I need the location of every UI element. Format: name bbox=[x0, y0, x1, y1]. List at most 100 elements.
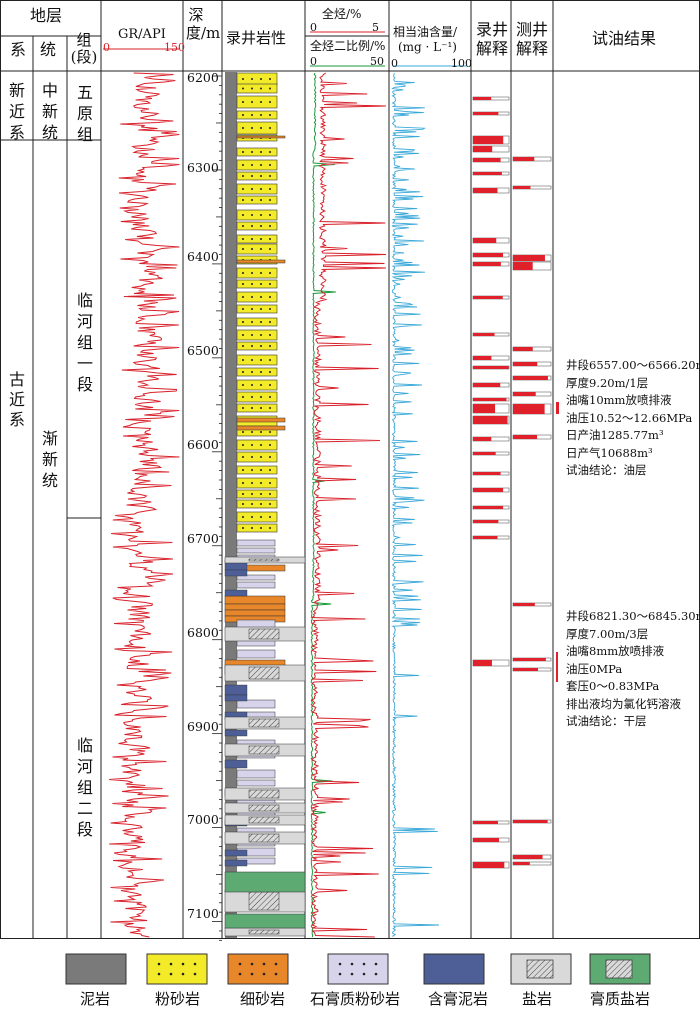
siltstone-dot bbox=[242, 87, 244, 90]
siltstone-dot bbox=[251, 384, 253, 386]
siltstone-bed bbox=[236, 477, 278, 489]
welllog-interval-fill bbox=[513, 262, 533, 270]
siltstone-dot bbox=[242, 321, 244, 323]
welllog-interval-fill bbox=[513, 255, 545, 261]
siltstone-dot bbox=[251, 431, 253, 433]
test-line: 日产气10688m³ bbox=[566, 445, 653, 460]
siltstone-dot bbox=[242, 272, 244, 274]
formation-header: 组(段) bbox=[70, 31, 98, 66]
siltstone-dot bbox=[269, 469, 271, 471]
siltstone-dot bbox=[242, 164, 244, 166]
siltstone-dot bbox=[269, 516, 271, 518]
gypsum-mudstone-bed bbox=[224, 589, 248, 597]
salt-hatch bbox=[248, 789, 280, 799]
legend-dot bbox=[362, 972, 366, 976]
test-line: 试油结论：油层 bbox=[566, 463, 647, 477]
siltstone-dot bbox=[251, 248, 253, 250]
siltstone-dot bbox=[260, 238, 262, 240]
tgr-label: 全烃二比例/% bbox=[310, 39, 386, 53]
test-line: 油压10.52～12.66MPa bbox=[566, 410, 693, 425]
siltstone-dot bbox=[251, 469, 253, 471]
mudlog-interval-fill bbox=[473, 862, 505, 868]
siltstone-dot bbox=[260, 334, 262, 336]
siltstone-dot bbox=[251, 371, 253, 373]
siltstone-dot bbox=[251, 164, 253, 166]
test-line: 厚度7.00m/3层 bbox=[566, 626, 649, 641]
fine-sandstone-bed bbox=[224, 609, 286, 617]
siltstone-dot bbox=[242, 283, 244, 285]
mudlog-interval-fill bbox=[473, 404, 496, 413]
mudlog-interval-fill bbox=[473, 238, 497, 243]
siltstone-dot bbox=[251, 444, 253, 446]
siltstone-dot bbox=[242, 114, 244, 116]
siltstone-bed bbox=[236, 499, 278, 509]
siltstone-dot bbox=[242, 345, 244, 347]
siltstone-dot bbox=[260, 493, 262, 495]
gypsum-mudstone-bed bbox=[224, 729, 248, 737]
fine-sandstone-bed bbox=[224, 603, 286, 611]
siltstone-dot bbox=[260, 384, 262, 386]
siltstone-dot bbox=[242, 527, 244, 529]
fine-sandstone-bed bbox=[224, 595, 286, 605]
test-line: 日产油1285.77m³ bbox=[566, 428, 664, 442]
siltstone-dot bbox=[251, 493, 253, 495]
siltstone-dot bbox=[242, 334, 244, 336]
siltstone-dot bbox=[242, 493, 244, 495]
siltstone-dot bbox=[269, 384, 271, 386]
siltstone-dot bbox=[269, 225, 271, 227]
siltstone-dot bbox=[260, 308, 262, 310]
salt-hatch bbox=[248, 718, 280, 728]
siltstone-dot bbox=[242, 359, 244, 361]
test-line: 油压0MPa bbox=[566, 661, 623, 676]
siltstone-dot bbox=[269, 359, 271, 361]
siltstone-bed bbox=[236, 147, 278, 157]
siltstone-bed bbox=[236, 367, 278, 377]
siltstone-dot bbox=[269, 164, 271, 166]
legend-dot bbox=[238, 972, 242, 976]
siltstone-dot bbox=[251, 308, 253, 310]
column-grid bbox=[0, 0, 700, 941]
gypsum-mudstone-bed bbox=[224, 849, 248, 857]
siltstone-bed bbox=[236, 234, 278, 244]
salt-hatch bbox=[248, 816, 280, 824]
siltstone-bed bbox=[236, 279, 278, 289]
siltstone-dot bbox=[260, 359, 262, 361]
siltstone-bed bbox=[236, 221, 278, 231]
siltstone-dot bbox=[242, 444, 244, 446]
legend-dot bbox=[250, 962, 254, 966]
siltstone-dot bbox=[269, 101, 271, 103]
legend-swatch bbox=[589, 953, 651, 985]
siltstone-bed bbox=[236, 523, 278, 533]
fine-sandstone-bed bbox=[236, 135, 286, 139]
test-line: 油嘴8mm放喷排液 bbox=[566, 644, 665, 658]
gr-line bbox=[109, 72, 180, 938]
tgr-max: 50 bbox=[370, 55, 384, 68]
siltstone-dot bbox=[242, 151, 244, 153]
siltstone-dot bbox=[260, 78, 262, 80]
legend-dot bbox=[338, 962, 342, 966]
siltstone-dot bbox=[269, 238, 271, 240]
welllog-interval-fill bbox=[513, 603, 535, 606]
siltstone-dot bbox=[251, 527, 253, 529]
siltstone-bed bbox=[236, 267, 278, 279]
mudlog-interval-fill bbox=[473, 188, 498, 193]
gypsum-mudstone-bed bbox=[224, 569, 248, 577]
siltstone-dot bbox=[251, 296, 253, 298]
siltstone-dot bbox=[269, 345, 271, 347]
depth-tick: 6700 bbox=[187, 531, 219, 546]
siltstone-dot bbox=[242, 101, 244, 103]
siltstone-dot bbox=[251, 214, 253, 216]
legend-swatch bbox=[227, 953, 289, 985]
legend-label-siltstone: 粉砂岩 bbox=[155, 990, 201, 1008]
legend-swatch bbox=[327, 953, 389, 985]
legend-label-gypsum-salt: 膏质盐岩 bbox=[590, 990, 651, 1008]
fine-sandstone-bed bbox=[236, 425, 286, 431]
test-line: 排出液均为氯化钙溶液 bbox=[566, 696, 681, 711]
gypsum-mudstone-bed bbox=[224, 859, 248, 867]
siltstone-dot bbox=[260, 444, 262, 446]
salt-hatch bbox=[248, 804, 280, 812]
siltstone-dot bbox=[242, 199, 244, 201]
siltstone-bed bbox=[236, 489, 278, 499]
siltstone-dot bbox=[251, 456, 253, 458]
